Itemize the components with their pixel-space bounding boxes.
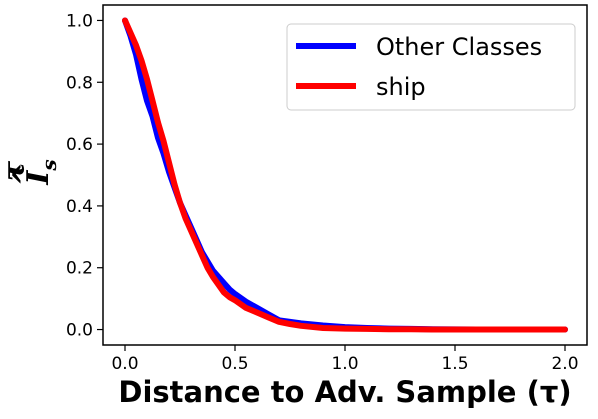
x-axis-label: Distance to Adv. Sample (τ) <box>118 375 571 409</box>
plot-lines <box>122 17 568 333</box>
y-axis-label-base: I <box>21 170 56 186</box>
legend-box <box>286 23 576 111</box>
y-tick-label: 0.6 <box>66 135 93 155</box>
y-tick-label: 0.4 <box>66 197 93 217</box>
series-line-ship <box>122 17 568 333</box>
x-tick-label: 1.0 <box>331 354 358 374</box>
legend-label-other-classes: Other Classes <box>376 33 542 61</box>
y-tick-label: 0.8 <box>66 73 93 93</box>
x-tick-label: 0.0 <box>111 354 138 374</box>
y-tick-label: 0.0 <box>66 321 93 341</box>
y-axis-ticks: 0.0 0.2 0.4 0.6 0.8 1.0 <box>66 11 103 341</box>
y-tick-label: 1.0 <box>66 11 93 31</box>
y-axis-label-hat: ^ <box>7 161 42 186</box>
y-axis-label-superscript: τ <box>0 160 32 181</box>
x-tick-label: 0.5 <box>221 354 248 374</box>
x-tick-label: 2.0 <box>551 354 578 374</box>
y-axis-label: Is ^ τ <box>0 159 61 186</box>
x-tick-label: 1.5 <box>441 354 468 374</box>
legend-label-ship: ship <box>376 73 426 101</box>
legend: Other Classes ship <box>286 23 576 111</box>
x-axis-ticks: 0.0 0.5 1.0 1.5 2.0 <box>111 345 579 374</box>
y-tick-label: 0.2 <box>66 259 93 279</box>
y-axis-label-subscript: s <box>37 159 61 171</box>
svg-text:Is: Is <box>21 159 61 185</box>
